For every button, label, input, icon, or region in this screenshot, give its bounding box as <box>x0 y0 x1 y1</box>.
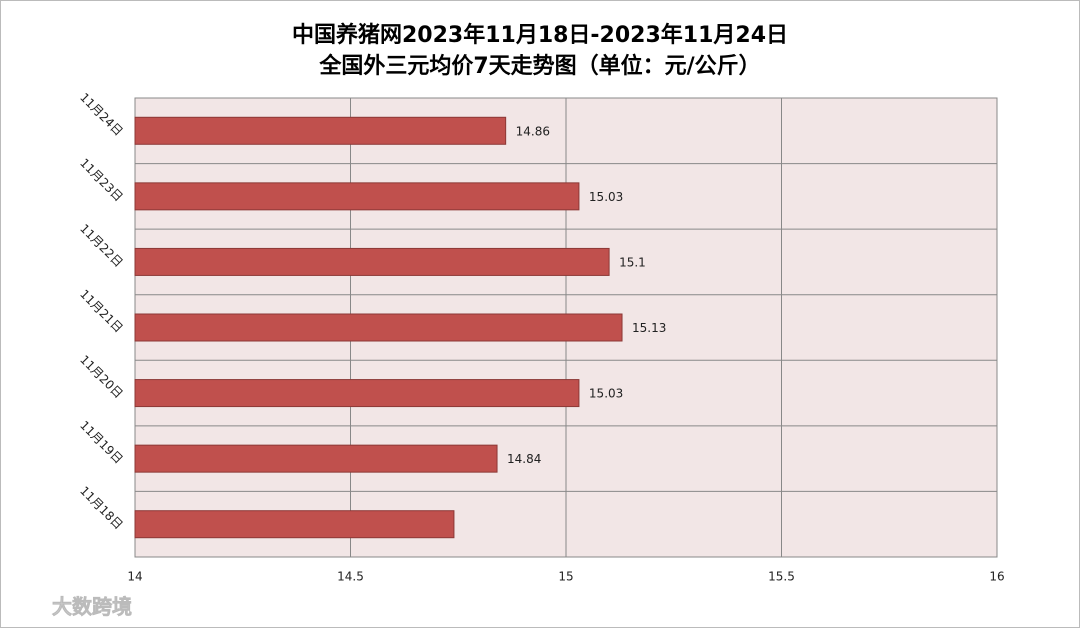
data-label: 15.13 <box>632 321 666 335</box>
data-label: 15.03 <box>589 190 623 204</box>
data-label: 14.84 <box>507 452 541 466</box>
data-label: 15.1 <box>619 255 646 269</box>
bar <box>134 247 610 276</box>
x-tick-label: 14.5 <box>337 570 364 584</box>
bar <box>134 510 455 539</box>
x-tick-label: 15.5 <box>768 570 795 584</box>
watermark: 大数跨境 <box>52 595 132 619</box>
x-tick-label: 16 <box>989 570 1004 584</box>
x-tick-label: 14 <box>127 570 142 584</box>
bar <box>134 444 498 473</box>
data-label: 14.86 <box>516 124 550 138</box>
chart-title: 中国养猪网2023年11月18日-2023年11月24日 <box>292 22 788 48</box>
chart-subtitle: 全国外三元均价7天走势图（单位：元/公斤） <box>318 53 760 79</box>
data-label: 15.03 <box>589 387 623 401</box>
bar <box>134 313 623 342</box>
x-tick-label: 15 <box>558 570 573 584</box>
bar <box>134 379 580 408</box>
bar <box>134 182 580 211</box>
bar <box>134 116 507 145</box>
